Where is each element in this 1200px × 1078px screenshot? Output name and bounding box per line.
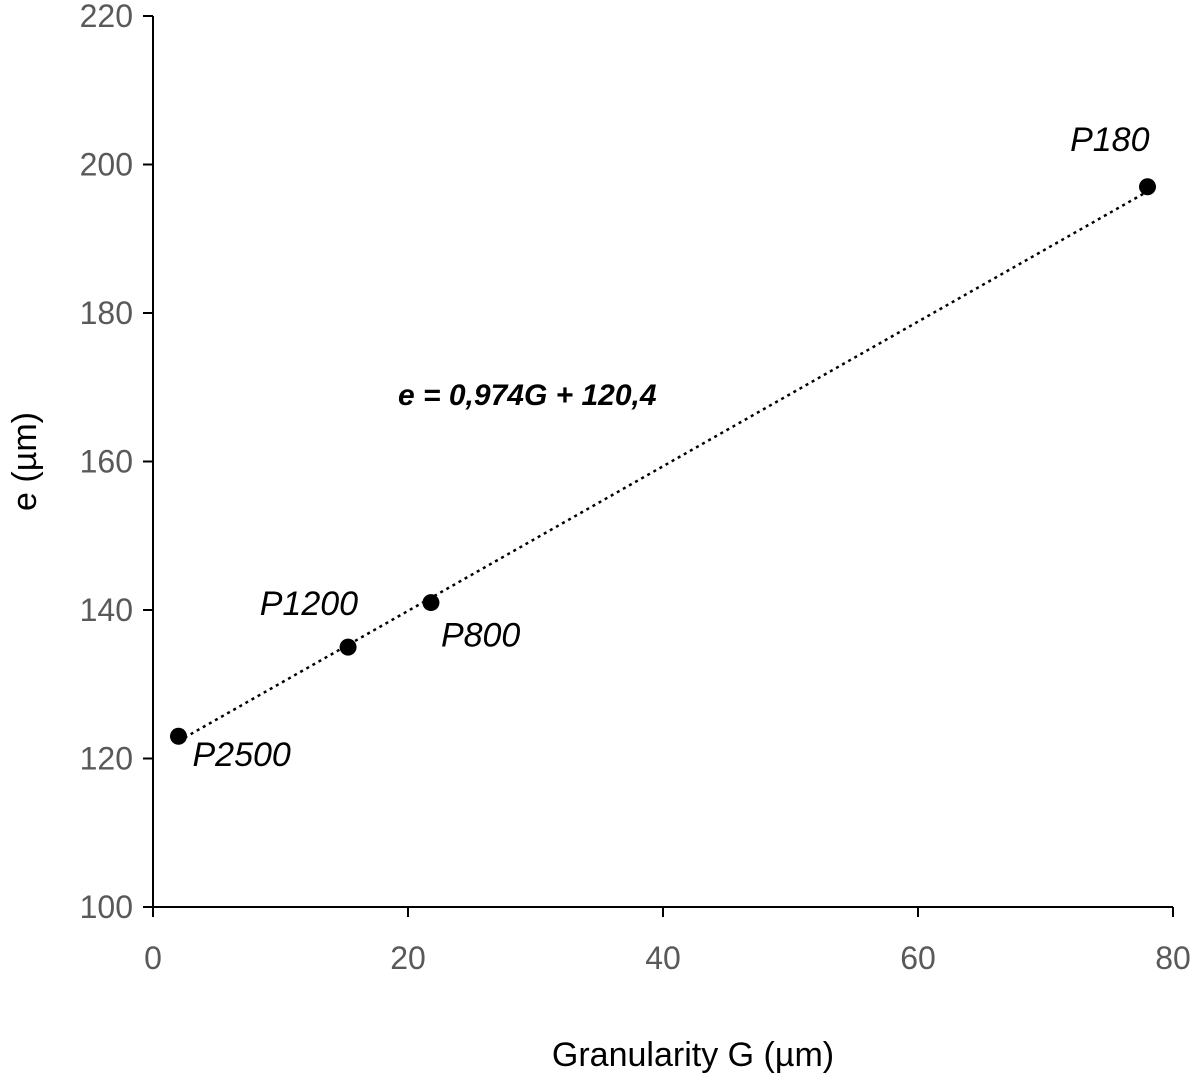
y-tick-label: 120 [80,741,133,777]
y-tick-label: 140 [80,592,133,628]
point-labels: P2500 P1200 P800 P180 [193,121,1150,774]
x-tick-label: 20 [390,940,426,976]
data-point [170,727,187,745]
y-tick-label: 200 [80,147,133,183]
data-point [422,594,440,612]
y-axis-title: e (µm) [6,412,44,511]
data-point-label: P180 [1070,121,1149,159]
trendline [177,190,1149,743]
trendline-equation: e = 0,974G + 120,4 [398,379,657,412]
axes: 100 120 140 160 180 200 220 0 20 40 60 80 [80,0,1191,976]
x-axis-title: Granularity G (µm) [552,1036,834,1074]
y-tick-label: 180 [80,295,133,331]
data-points [170,178,1156,745]
y-tick-label: 100 [80,889,133,925]
data-point [339,638,357,656]
x-tick-label: 0 [144,940,162,976]
y-tick-label: 160 [80,444,133,480]
trendline-group [177,190,1149,743]
data-point-label: P800 [441,617,520,655]
x-tick-label: 80 [1155,940,1191,976]
data-point-label: P2500 [193,736,291,774]
data-point-label: P1200 [260,585,358,623]
y-tick-label: 220 [80,0,133,34]
data-point [1139,178,1156,196]
x-tick-label: 60 [900,940,936,976]
x-tick-label: 40 [645,940,681,976]
